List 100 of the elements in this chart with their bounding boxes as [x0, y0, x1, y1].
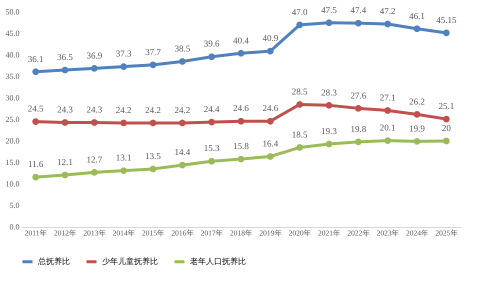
point [296, 101, 304, 108]
y-tick-label: 40.0 [6, 50, 20, 60]
point [442, 116, 450, 122]
point [120, 63, 128, 70]
data-label: 37.3 [116, 48, 132, 59]
point [178, 120, 186, 126]
point [238, 50, 244, 57]
data-label: 39.6 [204, 38, 220, 49]
data-label: 15.8 [233, 141, 250, 152]
data-label: 24.3 [57, 104, 74, 115]
point [150, 166, 156, 172]
point [90, 119, 98, 126]
point [150, 62, 156, 68]
data-label: 24.2 [145, 104, 161, 115]
point [120, 167, 128, 174]
y-tick-label: 35.0 [6, 72, 20, 81]
data-label: 24.3 [86, 104, 103, 115]
data-label: 47.5 [321, 4, 338, 15]
y-tick-label: 0.0 [10, 222, 20, 232]
point [62, 66, 68, 74]
data-label: 40.4 [233, 35, 250, 46]
point [62, 172, 68, 178]
point [178, 162, 186, 168]
y-tick-label: 5.0 [10, 201, 20, 210]
point [414, 138, 420, 145]
data-label: 16.4 [262, 138, 279, 148]
data-label: 13.1 [116, 152, 132, 163]
point [90, 64, 98, 72]
data-label: 25.1 [438, 101, 454, 112]
data-label: 37.7 [145, 46, 162, 57]
y-tick-label: 25.0 [6, 115, 20, 124]
y-tick-label: 45.0 [6, 29, 20, 38]
point [90, 169, 98, 176]
data-label: 24.2 [174, 104, 190, 115]
point [326, 140, 332, 148]
y-tick-label: 10.0 [6, 180, 20, 188]
point [32, 68, 40, 76]
point [442, 138, 450, 144]
y-tick-label: 20.0 [6, 136, 20, 146]
point [238, 118, 244, 125]
data-label: 38.5 [174, 43, 191, 54]
point [32, 118, 40, 125]
data-label: 11.6 [28, 159, 44, 170]
data-label: 12.1 [57, 156, 73, 167]
point [414, 25, 420, 32]
data-label: 47.4 [350, 5, 367, 16]
point [384, 20, 392, 28]
point [442, 30, 450, 36]
point [208, 158, 216, 165]
data-label: 13.5 [145, 150, 162, 161]
data-label: 47.2 [380, 6, 396, 16]
point [238, 156, 244, 162]
point [178, 58, 186, 65]
data-label: 28.5 [292, 86, 308, 96]
data-label: 26.2 [409, 96, 425, 106]
point [326, 102, 332, 109]
y-tick-label: 50.0 [6, 8, 20, 16]
legend-label: 老年人口抚养比 [190, 256, 246, 266]
point [208, 118, 216, 126]
point [120, 120, 128, 126]
data-label: 12.7 [86, 154, 103, 164]
point [326, 19, 332, 26]
data-label: 20 [442, 123, 452, 133]
data-label: 36.1 [28, 54, 44, 64]
data-label: 46.1 [409, 10, 425, 21]
point [296, 144, 304, 151]
point [296, 22, 304, 28]
point [354, 20, 362, 27]
data-label: 24.2 [116, 104, 132, 115]
point [150, 120, 156, 126]
point [354, 138, 362, 146]
point [62, 119, 68, 126]
data-label: 18.5 [292, 129, 308, 140]
data-label: 19.8 [350, 124, 367, 134]
legend-label: 少年儿童抚养比 [102, 256, 158, 266]
point [266, 153, 274, 160]
data-label: 24.6 [233, 103, 250, 114]
data-label: 40.9 [262, 33, 279, 44]
point [354, 104, 362, 112]
data-label: 45.15 [436, 14, 457, 25]
point [266, 48, 274, 54]
data-label: 47.0 [292, 6, 308, 17]
data-label: 14.4 [174, 147, 191, 158]
data-label: 28.3 [321, 87, 338, 98]
data-label: 27.1 [380, 92, 396, 102]
point [384, 137, 392, 144]
point [208, 53, 216, 60]
y-tick-label: 30.0 [6, 94, 20, 102]
data-label: 24.5 [28, 104, 44, 114]
legend-label: 总抚养比 [37, 256, 70, 266]
point [384, 107, 392, 114]
point [32, 174, 40, 180]
point [266, 118, 274, 125]
data-label: 24.4 [204, 104, 220, 114]
data-label: 24.6 [262, 103, 279, 114]
data-label: 36.9 [86, 50, 103, 60]
point [414, 110, 420, 118]
data-label: 27.6 [350, 90, 367, 100]
data-label: 36.5 [57, 52, 74, 62]
data-label: 19.9 [409, 123, 426, 134]
